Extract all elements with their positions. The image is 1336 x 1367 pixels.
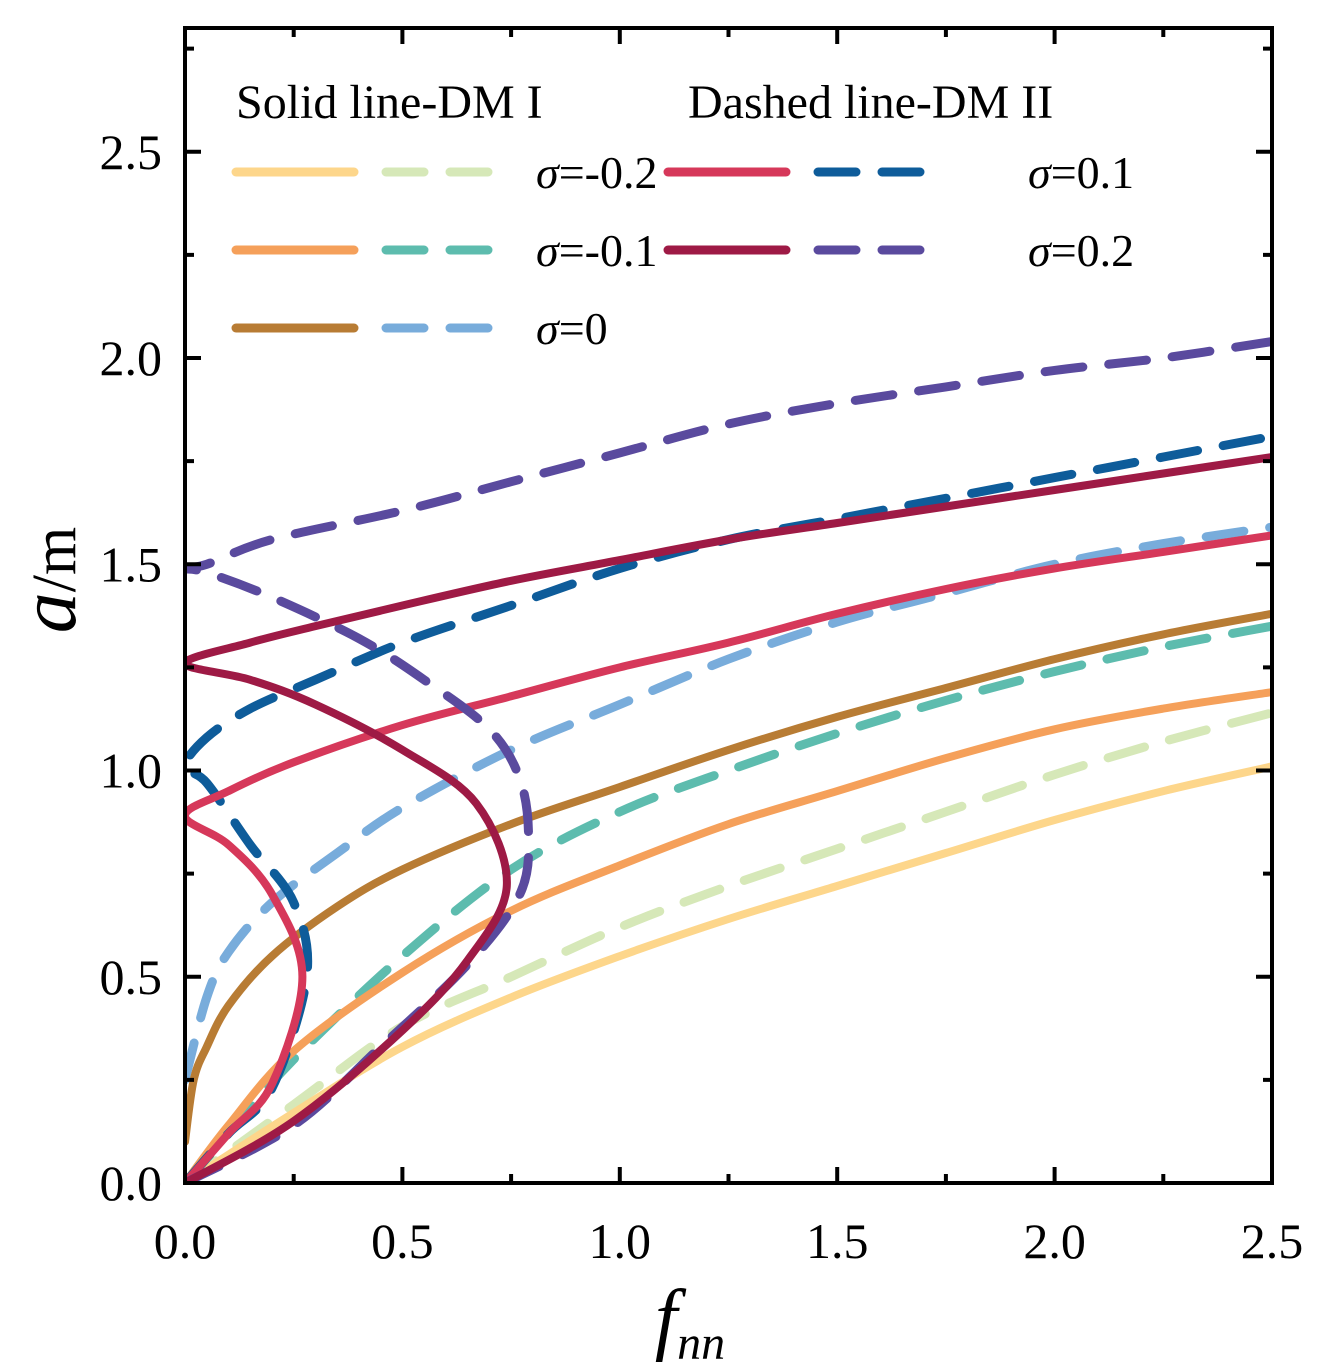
solid-line-sigma-neg-01 bbox=[185, 688, 1272, 1183]
y-tick-label: 2.0 bbox=[100, 330, 163, 386]
x-tick-label: 2.0 bbox=[1023, 1213, 1086, 1269]
x-tick-label: 0.0 bbox=[154, 1213, 217, 1269]
legend-label-sigma: σ bbox=[536, 147, 561, 198]
dashed-line-sigma-pos-0 bbox=[185, 522, 1272, 1085]
solid-line-sigma-pos-0 bbox=[185, 609, 1272, 1146]
y-tick-label: 1.0 bbox=[100, 743, 163, 799]
legend-label-value: =-0.2 bbox=[559, 147, 658, 198]
dashed-line-sigma-pos-01 bbox=[185, 431, 1272, 1183]
legend-label-sigma: σ bbox=[1028, 147, 1053, 198]
legend-label-sigma: σ bbox=[1028, 225, 1053, 276]
y-tick-label: 1.5 bbox=[100, 536, 163, 592]
x-tick-label: 1.0 bbox=[589, 1213, 652, 1269]
legend-label-sigma: σ bbox=[536, 225, 561, 276]
legend-label: σ=0 bbox=[536, 303, 608, 354]
dashed-line-sigma-neg-02 bbox=[185, 708, 1272, 1183]
legend-label: σ=-0.1 bbox=[536, 225, 657, 276]
x-axis-title-subscript: nn bbox=[677, 1317, 725, 1367]
solid-line-sigma-pos-01 bbox=[185, 531, 1272, 1183]
legend-label-value: =0.2 bbox=[1051, 225, 1134, 276]
legend-label: σ=0.1 bbox=[1028, 147, 1134, 198]
x-tick-label: 1.5 bbox=[806, 1213, 869, 1269]
legend-label-value: =0 bbox=[559, 303, 608, 354]
legend-label-value: =-0.1 bbox=[559, 225, 658, 276]
y-tick-label: 2.5 bbox=[100, 124, 163, 180]
y-axis-title-main: a bbox=[2, 592, 93, 633]
solid-line-sigma-pos-02 bbox=[185, 453, 1272, 1183]
y-axis-title: a/m bbox=[2, 527, 93, 633]
legend: σ=-0.2σ=-0.1σ=0σ=0.1σ=0.2 bbox=[231, 147, 1134, 354]
legend-header-solid: Solid line-DM I bbox=[236, 76, 543, 129]
dashed-line-sigma-neg-01 bbox=[185, 621, 1272, 1183]
legend-label: σ=0.2 bbox=[1028, 225, 1134, 276]
ticks-layer: 0.0 0.5 1.0 1.5 2.0 2.5 0.0 0.5 1.0 1.5 2.0 2.5 bbox=[100, 28, 1304, 1269]
y-axis-title-unit: /m bbox=[21, 527, 89, 592]
legend-header-dashed: Dashed line-DM II bbox=[688, 76, 1053, 129]
y-tick-label: 0.5 bbox=[100, 949, 163, 1005]
solid-line-sigma-neg-02 bbox=[185, 762, 1272, 1183]
series-layer bbox=[185, 337, 1272, 1183]
x-tick-label: 0.5 bbox=[371, 1213, 434, 1269]
legend-label: σ=-0.2 bbox=[536, 147, 657, 198]
legend-label-value: =0.1 bbox=[1051, 147, 1134, 198]
y-tick-label: 0.0 bbox=[100, 1155, 163, 1211]
legend-label-sigma: σ bbox=[536, 303, 561, 354]
x-tick-label: 2.5 bbox=[1241, 1213, 1304, 1269]
x-axis-title: fnn bbox=[655, 1275, 725, 1367]
